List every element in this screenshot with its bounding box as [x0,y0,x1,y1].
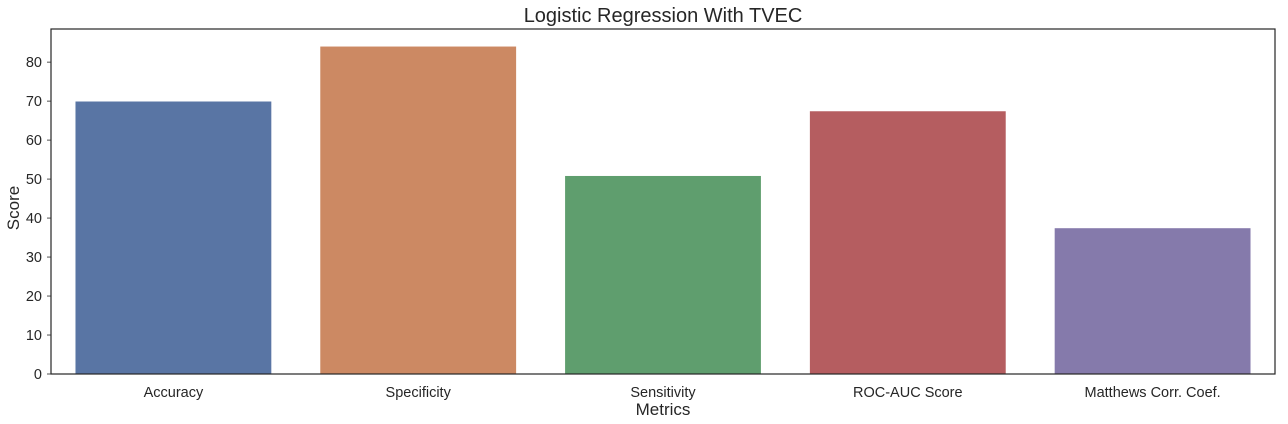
y-tick-label: 20 [26,289,42,305]
x-axis-label: Metrics [636,400,691,419]
bar-accuracy [75,101,272,374]
bars-group [75,46,1251,375]
x-ticks-group: Accuracy Specificity Sensitivity ROC-AUC Sc… [144,385,1221,401]
x-tick-label: Accuracy [144,385,204,401]
bar-roc-auc-score [809,111,1006,374]
x-tick-label: Matthews Corr. Coef. [1085,385,1221,401]
y-tick-label: 10 [26,328,42,344]
bar-specificity [320,46,517,375]
x-tick-label: ROC-AUC Score [853,385,963,401]
y-tick-label: 30 [26,250,42,266]
x-tick-label: Sensitivity [630,385,696,401]
bar-matthews-corr-coef [1054,228,1251,374]
x-tick-label: Specificity [386,385,452,401]
y-tick-label: 80 [26,55,42,71]
y-axis-label: Score [4,186,23,230]
plot-frame [50,28,1276,375]
bar-sensitivity [565,175,761,374]
chart-title: Logistic Regression With TVEC [524,5,803,27]
y-tick-label: 70 [26,94,42,110]
y-tick-label: 40 [26,211,42,227]
y-tick-label: 60 [26,133,42,149]
y-tick-label: 0 [34,367,42,383]
y-ticks-group: 0 10 20 30 40 50 60 70 80 [26,55,51,383]
y-tick-label: 50 [26,172,42,188]
